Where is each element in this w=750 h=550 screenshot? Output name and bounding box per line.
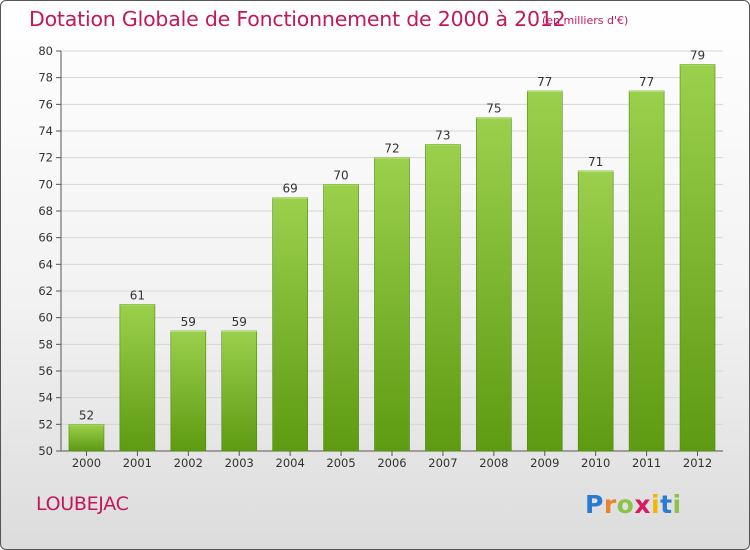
y-tick-label: 76 [38, 97, 53, 111]
data-label: 77 [639, 75, 654, 89]
data-label: 75 [486, 102, 501, 116]
data-label: 69 [283, 182, 298, 196]
x-tick-label: 2000 [72, 456, 101, 470]
y-tick-label: 68 [38, 204, 53, 218]
y-tick-label: 50 [38, 444, 53, 458]
bar[interactable] [476, 117, 512, 452]
y-tick-label: 56 [38, 364, 53, 378]
y-tick-label: 58 [38, 337, 53, 351]
logo-letter: t [660, 490, 673, 519]
x-tick-label: 2010 [581, 456, 610, 470]
x-tick-label: 2009 [530, 456, 559, 470]
logo-letter: i [672, 490, 682, 519]
y-tick-label: 72 [38, 151, 53, 165]
data-label: 71 [588, 155, 603, 169]
x-tick-label: 2012 [683, 456, 712, 470]
proxiti-logo[interactable]: Proxiti [585, 490, 682, 519]
y-tick-label: 66 [38, 231, 53, 245]
bars [68, 64, 716, 452]
bar[interactable] [323, 184, 359, 452]
y-tick-label: 78 [38, 71, 53, 85]
y-tick-label: 62 [38, 284, 53, 298]
x-tick-label: 2006 [377, 456, 406, 470]
x-tick-label: 2007 [428, 456, 457, 470]
y-tick-label: 60 [38, 311, 53, 325]
data-label: 61 [130, 288, 145, 302]
y-tick-label: 74 [38, 124, 53, 138]
data-label: 73 [435, 128, 450, 142]
chart-subtitle: (en milliers d'€) [542, 14, 629, 27]
data-label: 70 [333, 168, 348, 182]
logo-letter: r [603, 490, 617, 519]
data-label: 59 [232, 315, 247, 329]
y-tick-label: 52 [38, 417, 53, 431]
x-tick-label: 2008 [479, 456, 508, 470]
chart-title: Dotation Globale de Fonctionnement de 20… [29, 7, 566, 31]
logo-letter: i [651, 490, 661, 519]
bar[interactable] [526, 90, 563, 452]
data-label: 52 [79, 408, 94, 422]
bar[interactable] [628, 90, 665, 452]
bar[interactable] [272, 197, 308, 452]
logo-letter: o [616, 490, 635, 519]
commune-name: LOUBEJAC [36, 493, 129, 515]
bar[interactable] [577, 170, 614, 452]
x-tick-label: 2001 [123, 456, 152, 470]
data-label: 77 [537, 75, 552, 89]
x-tick-label: 2005 [326, 456, 355, 470]
bar[interactable] [425, 144, 461, 452]
bar[interactable] [68, 424, 105, 452]
x-tick-label: 2004 [276, 456, 305, 470]
data-label: 72 [384, 142, 399, 156]
bar[interactable] [221, 330, 258, 452]
logo-letter: P [585, 490, 604, 519]
labels: 50 52 54 56 58 60 62 64 66 68 70 72 74 76 78 80 52 2000 61… [38, 44, 712, 470]
x-tick-label: 2011 [632, 456, 661, 470]
bar[interactable] [679, 64, 716, 452]
x-tick-label: 2003 [225, 456, 254, 470]
bar[interactable] [170, 330, 207, 452]
bar[interactable] [119, 304, 156, 452]
y-tick-label: 70 [38, 177, 53, 191]
logo-letter: x [634, 490, 651, 519]
x-tick-label: 2002 [174, 456, 203, 470]
y-tick-label: 64 [38, 257, 53, 271]
bar[interactable] [374, 157, 410, 452]
y-tick-label: 80 [38, 44, 53, 58]
data-label: 79 [690, 48, 705, 62]
y-tick-label: 54 [38, 391, 53, 405]
data-label: 59 [181, 315, 196, 329]
